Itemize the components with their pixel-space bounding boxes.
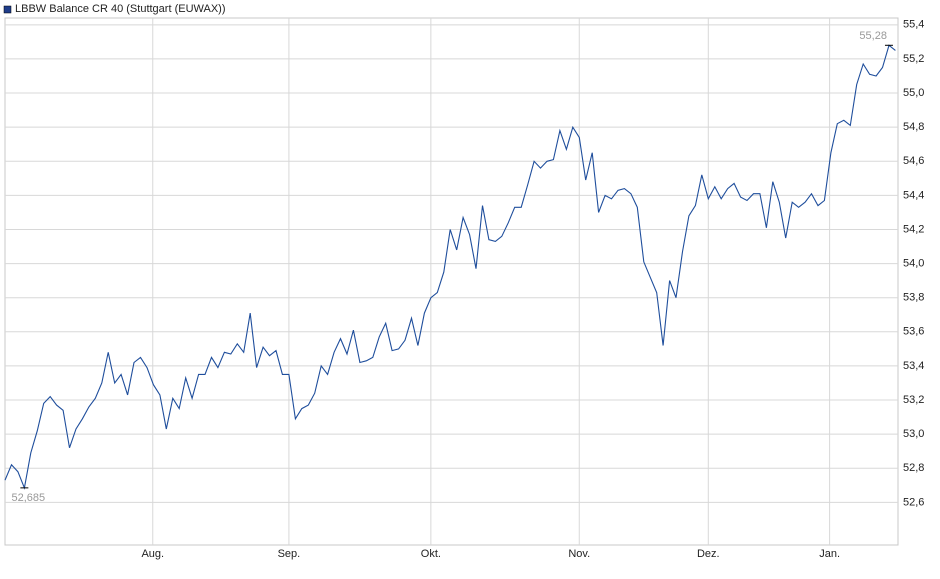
y-tick-label: 55,4 (903, 19, 924, 31)
y-tick-label: 54,2 (903, 223, 924, 235)
x-tick-label: Aug. (141, 548, 164, 560)
y-tick-label: 55,0 (903, 87, 924, 99)
y-tick-label: 55,2 (903, 53, 924, 65)
y-tick-label: 52,6 (903, 496, 924, 508)
y-tick-label: 53,8 (903, 292, 924, 304)
legend-label: LBBW Balance CR 40 (Stuttgart (EUWAX)) (15, 3, 226, 15)
plot-area (4, 17, 899, 546)
low-label: 52,685 (12, 492, 46, 504)
y-tick-label: 53,2 (903, 394, 924, 406)
y-tick-label: 54,8 (903, 121, 924, 133)
y-tick-label: 54,0 (903, 257, 924, 269)
legend-swatch (3, 5, 12, 14)
x-tick-label: Sep. (278, 548, 301, 560)
price-line (4, 44, 896, 490)
y-tick-label: 53,4 (903, 360, 924, 372)
y-tick-label: 54,6 (903, 155, 924, 167)
y-tick-label: 53,0 (903, 428, 924, 440)
x-tick-label: Dez. (697, 548, 720, 560)
x-tick-label: Jan. (819, 548, 840, 560)
y-tick-label: 52,8 (903, 462, 924, 474)
x-tick-label: Nov. (568, 548, 590, 560)
y-tick-label: 53,6 (903, 326, 924, 338)
x-tick-label: Okt. (421, 548, 441, 560)
high-label: 55,28 (859, 30, 887, 42)
y-tick-label: 54,4 (903, 189, 924, 201)
